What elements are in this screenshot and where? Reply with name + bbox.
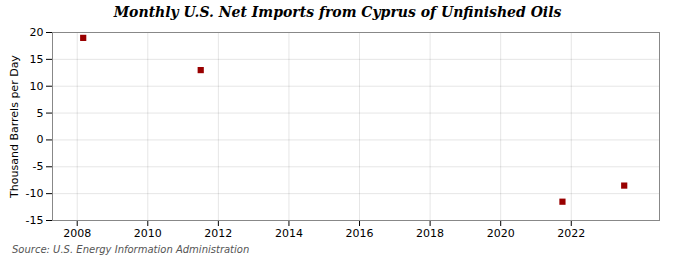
svg-text:15: 15	[30, 53, 44, 66]
svg-text:2010: 2010	[134, 227, 162, 240]
svg-text:-5: -5	[33, 160, 44, 173]
svg-text:-10: -10	[26, 187, 44, 200]
html-text:Source: U.S. Energy Informatio: Source: U.S. Energy Information Administ…	[12, 244, 250, 255]
svg-text:2016: 2016	[346, 227, 374, 240]
svg-text:2014: 2014	[275, 227, 303, 240]
svg-text:5: 5	[37, 107, 44, 120]
svg-text:2008: 2008	[63, 227, 91, 240]
svg-text:20: 20	[30, 26, 44, 39]
svg-text:2012: 2012	[204, 227, 232, 240]
svg-text:2022: 2022	[557, 227, 585, 240]
html-text:Monthly U.S. Net Imports from: Monthly U.S. Net Imports from Cyprus of …	[113, 4, 562, 20]
svg-text:10: 10	[30, 80, 44, 93]
svg-text:2020: 2020	[487, 227, 515, 240]
svg-text:-15: -15	[26, 214, 44, 227]
svg-text:2018: 2018	[416, 227, 444, 240]
svg-text:Thousand Barrels per Day: Thousand Barrels per Day	[8, 55, 21, 199]
svg-text:0: 0	[37, 133, 44, 146]
